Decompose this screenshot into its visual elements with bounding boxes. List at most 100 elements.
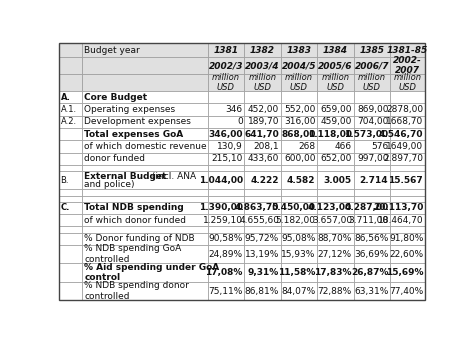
- Bar: [354, 165, 390, 171]
- Text: 4.863,70: 4.863,70: [235, 203, 279, 212]
- Bar: [281, 165, 317, 171]
- Text: % Donor funding of NDB: % Donor funding of NDB: [84, 234, 195, 243]
- Bar: [281, 57, 317, 74]
- Text: 997,00: 997,00: [357, 154, 388, 163]
- Bar: [244, 103, 281, 116]
- Bar: [208, 165, 244, 171]
- Text: % NDB spending GoA
controlled: % NDB spending GoA controlled: [84, 244, 181, 264]
- Bar: [317, 91, 354, 103]
- Bar: [244, 116, 281, 128]
- Bar: [281, 103, 317, 116]
- Bar: [354, 226, 390, 233]
- Bar: [59, 264, 82, 282]
- Bar: [317, 165, 354, 171]
- Text: 2005/6: 2005/6: [318, 61, 353, 70]
- Bar: [82, 165, 208, 171]
- Bar: [390, 140, 425, 153]
- Bar: [354, 214, 390, 226]
- Text: 208,1: 208,1: [253, 142, 279, 151]
- Bar: [59, 103, 82, 116]
- Text: 86,81%: 86,81%: [244, 287, 279, 296]
- Text: 3.005: 3.005: [324, 176, 352, 185]
- Bar: [317, 282, 354, 300]
- Bar: [244, 282, 281, 300]
- Text: donor funded: donor funded: [84, 154, 145, 163]
- Bar: [244, 57, 281, 74]
- Text: 18.464,70: 18.464,70: [378, 216, 423, 225]
- Bar: [390, 128, 425, 140]
- Text: 868,00: 868,00: [281, 130, 315, 139]
- Text: A.1.: A.1.: [60, 105, 76, 114]
- Text: C.: C.: [60, 203, 70, 212]
- Bar: [59, 189, 82, 195]
- Bar: [244, 140, 281, 153]
- Text: 433,60: 433,60: [248, 154, 279, 163]
- Bar: [281, 140, 317, 153]
- Bar: [390, 233, 425, 245]
- Bar: [82, 233, 208, 245]
- Text: 84,07%: 84,07%: [281, 287, 315, 296]
- Text: 2002-
2007: 2002- 2007: [393, 56, 422, 75]
- Text: 215,10: 215,10: [211, 154, 243, 163]
- Bar: [59, 233, 82, 245]
- Text: 1384: 1384: [323, 46, 348, 55]
- Text: 466: 466: [335, 142, 352, 151]
- Text: million
USD: million USD: [248, 73, 277, 92]
- Text: 316,00: 316,00: [284, 117, 315, 126]
- Text: 552,00: 552,00: [284, 105, 315, 114]
- Bar: [354, 103, 390, 116]
- Text: 1668,70: 1668,70: [386, 117, 423, 126]
- Bar: [390, 245, 425, 264]
- Text: 3.657,00: 3.657,00: [312, 216, 352, 225]
- Text: 1385: 1385: [359, 46, 384, 55]
- Bar: [82, 171, 208, 189]
- Bar: [281, 202, 317, 214]
- Bar: [82, 153, 208, 165]
- Text: 576: 576: [371, 142, 388, 151]
- Text: 63,31%: 63,31%: [354, 287, 388, 296]
- Bar: [354, 153, 390, 165]
- Bar: [390, 226, 425, 233]
- Text: 5.450,00: 5.450,00: [271, 203, 315, 212]
- Bar: [82, 91, 208, 103]
- Text: 4.222: 4.222: [251, 176, 279, 185]
- Text: 659,00: 659,00: [320, 105, 352, 114]
- Bar: [208, 202, 244, 214]
- Text: 2006/7: 2006/7: [354, 61, 389, 70]
- Text: Budget year: Budget year: [84, 46, 140, 55]
- Bar: [82, 245, 208, 264]
- Text: 459,00: 459,00: [320, 117, 352, 126]
- Bar: [390, 74, 425, 91]
- Text: 2.897,70: 2.897,70: [383, 154, 423, 163]
- Bar: [59, 226, 82, 233]
- Bar: [317, 189, 354, 195]
- Bar: [59, 128, 82, 140]
- Text: million
USD: million USD: [212, 73, 240, 92]
- Text: 77,40%: 77,40%: [389, 287, 423, 296]
- Text: 641,70: 641,70: [244, 130, 279, 139]
- Text: 4.287,00: 4.287,00: [344, 203, 388, 212]
- Bar: [82, 282, 208, 300]
- Text: 90,58%: 90,58%: [208, 234, 243, 243]
- Text: Development expenses: Development expenses: [84, 117, 191, 126]
- Bar: [354, 245, 390, 264]
- Bar: [281, 196, 317, 202]
- Bar: [244, 128, 281, 140]
- Bar: [59, 43, 82, 57]
- Bar: [208, 103, 244, 116]
- Bar: [244, 226, 281, 233]
- Bar: [390, 171, 425, 189]
- Text: 22,60%: 22,60%: [389, 250, 423, 259]
- Bar: [82, 103, 208, 116]
- Text: 346: 346: [226, 105, 243, 114]
- Bar: [208, 57, 244, 74]
- Bar: [59, 214, 82, 226]
- Bar: [82, 128, 208, 140]
- Bar: [390, 103, 425, 116]
- Bar: [208, 196, 244, 202]
- Bar: [390, 264, 425, 282]
- Text: Total NDB spending: Total NDB spending: [84, 203, 184, 212]
- Text: 20.113,70: 20.113,70: [373, 203, 423, 212]
- Bar: [244, 74, 281, 91]
- Bar: [208, 226, 244, 233]
